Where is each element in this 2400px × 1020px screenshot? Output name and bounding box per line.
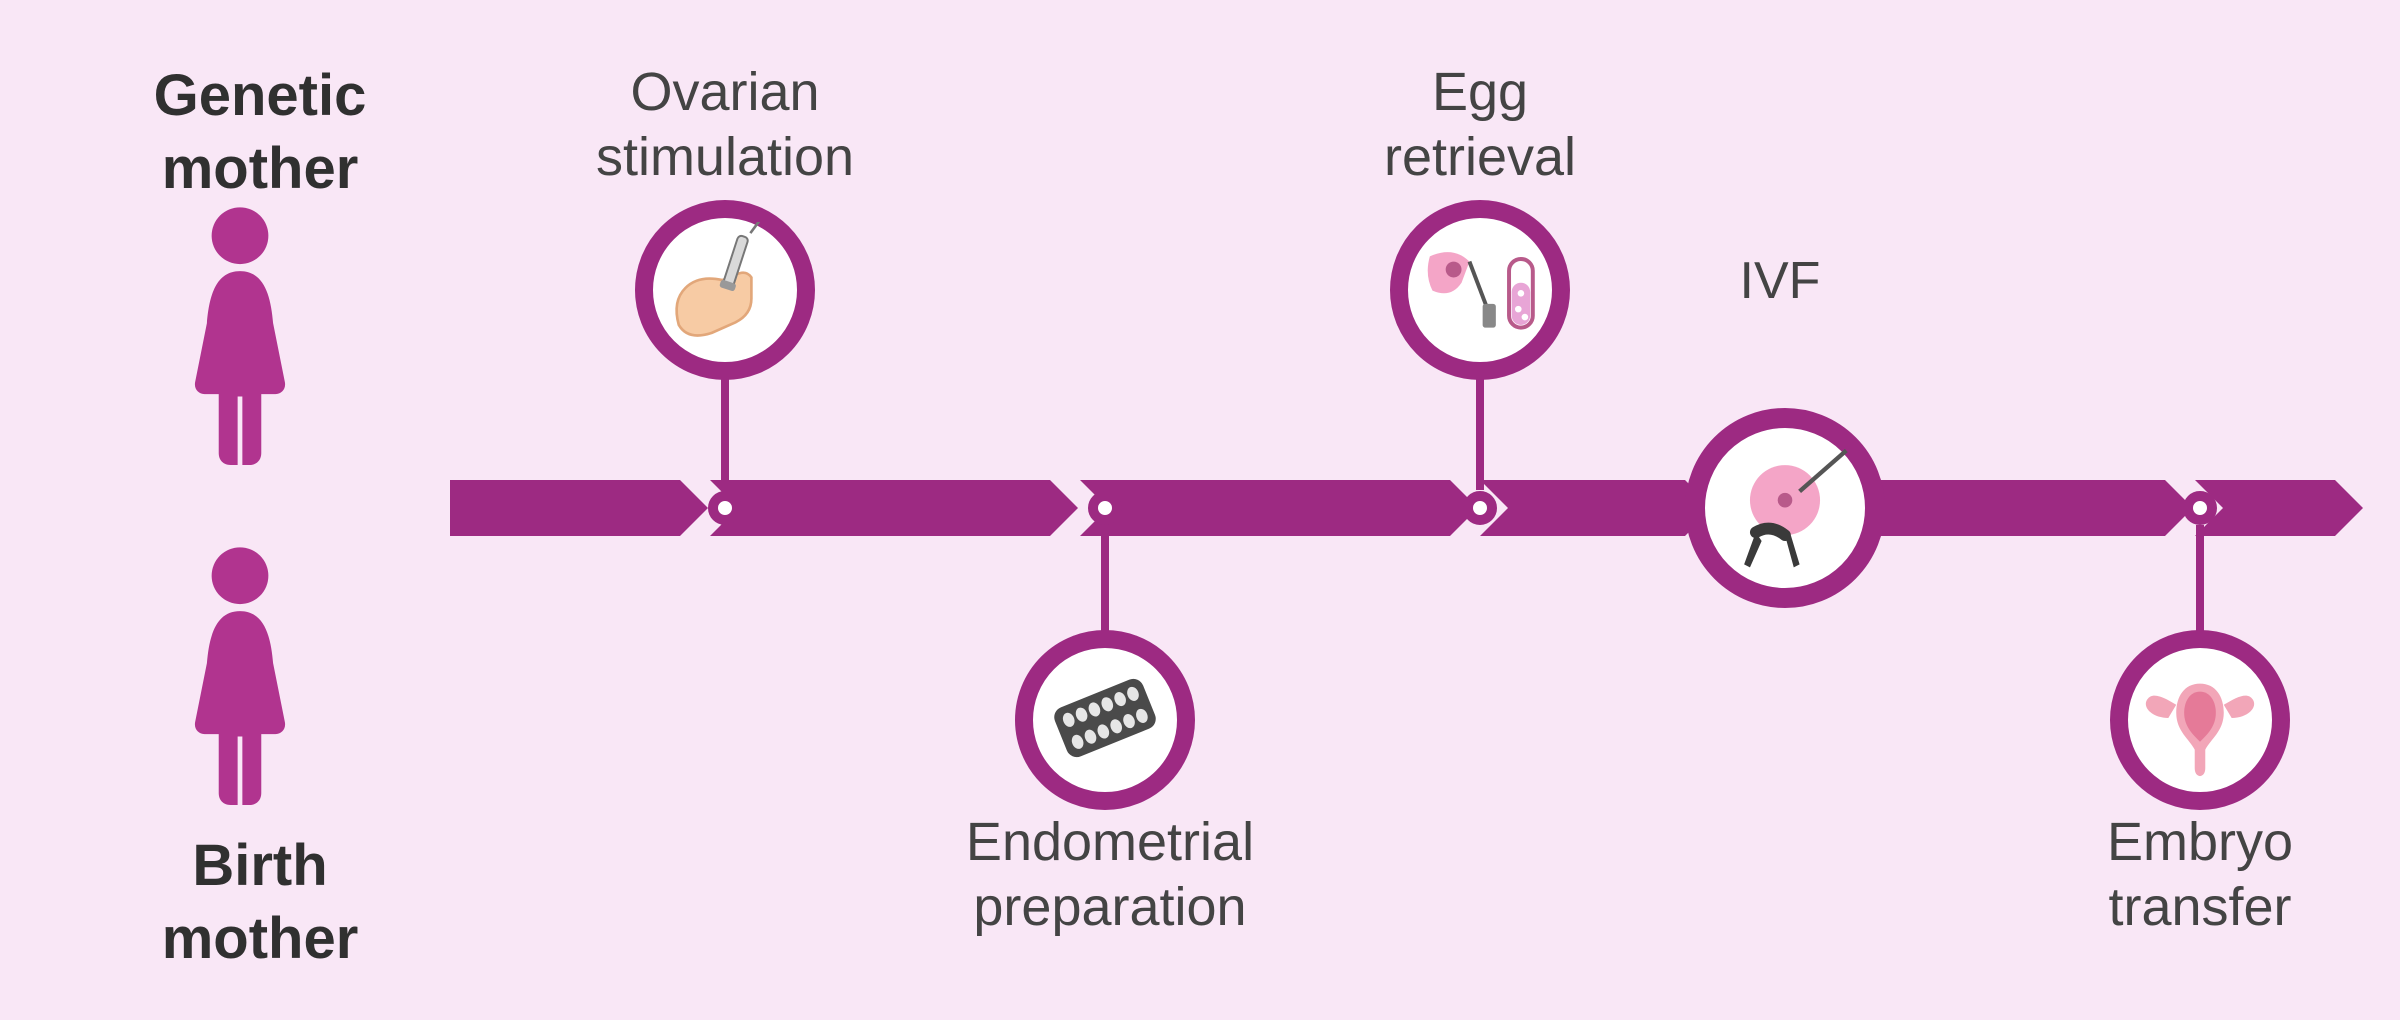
step-endometrial-ring bbox=[1015, 630, 1195, 810]
genetic-mother-label: Geneticmother bbox=[100, 60, 420, 205]
egg-retrieval-icon bbox=[1414, 222, 1546, 359]
ivf-ring bbox=[1685, 408, 1885, 608]
step-transfer-connector bbox=[2196, 525, 2204, 645]
step-endometrial-node bbox=[1088, 491, 1122, 525]
step-ovarian-connector bbox=[721, 370, 729, 490]
step-transfer-ring bbox=[2110, 630, 2290, 810]
birth-mother-icon bbox=[180, 545, 300, 810]
pill-pack-icon bbox=[1039, 652, 1171, 789]
step-retrieval-ring bbox=[1390, 200, 1570, 380]
syringe-hand-icon bbox=[659, 222, 791, 359]
arrow-segment bbox=[710, 480, 1050, 536]
arrow-segment bbox=[1480, 480, 1685, 536]
uterus-icon bbox=[2134, 652, 2266, 789]
step-endometrial-label: Endometrialpreparation bbox=[900, 810, 1320, 940]
icsi-icon bbox=[1712, 433, 1858, 584]
ivf-label: IVF bbox=[1700, 250, 1860, 312]
step-ovarian-ring bbox=[635, 200, 815, 380]
step-endometrial-connector bbox=[1101, 525, 1109, 645]
step-retrieval-connector bbox=[1476, 370, 1484, 490]
step-retrieval-node bbox=[1463, 491, 1497, 525]
birth-mother-label: Birthmother bbox=[100, 830, 420, 975]
step-ovarian-label: Ovarianstimulation bbox=[535, 60, 915, 190]
arrow-segment bbox=[1080, 480, 1450, 536]
arrow-segment bbox=[450, 480, 680, 536]
diagram-canvas: Geneticmother Birthmother Ovarianstimula… bbox=[0, 0, 2400, 1020]
genetic-mother-icon bbox=[180, 205, 300, 470]
step-transfer-node bbox=[2183, 491, 2217, 525]
step-retrieval-label: Eggretrieval bbox=[1320, 60, 1640, 190]
step-ovarian-node bbox=[708, 491, 742, 525]
step-transfer-label: Embryotransfer bbox=[2040, 810, 2360, 940]
